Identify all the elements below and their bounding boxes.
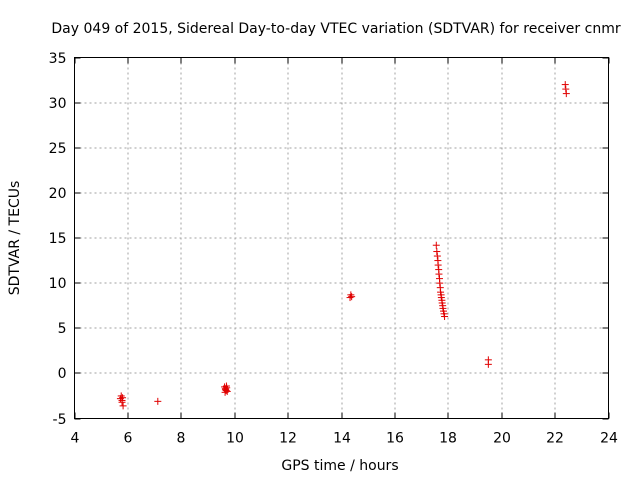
x-tick-label: 16 [386, 431, 404, 447]
data-point [221, 388, 229, 396]
data-point [433, 248, 441, 256]
data-point [154, 397, 162, 405]
y-tick-label: 35 [49, 51, 67, 67]
data-point [435, 270, 443, 278]
data-point [562, 85, 570, 93]
data-points [116, 81, 570, 410]
y-tick-label: 5 [58, 321, 67, 337]
y-tick-labels: -5 0 5 10 15 20 25 30 35 [49, 51, 67, 428]
x-tick-label: 8 [177, 431, 186, 447]
grid-layer [74, 57, 609, 419]
chart-title: Day 049 of 2015, Sidereal Day-to-day VTE… [51, 21, 620, 37]
data-point [434, 261, 442, 269]
y-tick-label: 0 [58, 366, 67, 382]
x-tick-label: 4 [71, 431, 80, 447]
x-tick-label: 12 [279, 431, 297, 447]
tick-layer [74, 57, 610, 420]
x-tick-label: 20 [493, 431, 511, 447]
data-point [433, 252, 441, 260]
data-point [347, 291, 355, 299]
y-tick-label: 10 [49, 276, 67, 292]
x-tick-label: 22 [546, 431, 564, 447]
x-tick-label: 6 [124, 431, 133, 447]
y-tick-label: 15 [49, 231, 67, 247]
x-tick-label: 10 [226, 431, 244, 447]
data-point [348, 293, 356, 301]
data-point [561, 81, 569, 89]
x-tick-labels: 4 6 8 10 12 14 16 18 20 22 24 [71, 431, 618, 447]
y-axis-label: SDTVAR / TECUs [7, 181, 23, 296]
data-point [119, 394, 127, 402]
data-point [118, 398, 126, 406]
y-tick-label: 30 [49, 96, 67, 112]
data-point [562, 90, 570, 98]
data-point [222, 382, 230, 390]
x-tick-label: 24 [600, 431, 618, 447]
x-axis-label: GPS time / hours [281, 458, 398, 474]
data-point [432, 241, 440, 249]
y-tick-label: 20 [49, 186, 67, 202]
y-tick-label: 25 [49, 141, 67, 157]
data-point [117, 392, 125, 400]
data-point [484, 360, 492, 368]
x-tick-label: 14 [333, 431, 351, 447]
data-point [436, 279, 444, 287]
x-tick-label: 18 [439, 431, 457, 447]
y-tick-label: -5 [53, 412, 67, 428]
data-point [441, 313, 449, 321]
data-point [119, 402, 127, 410]
